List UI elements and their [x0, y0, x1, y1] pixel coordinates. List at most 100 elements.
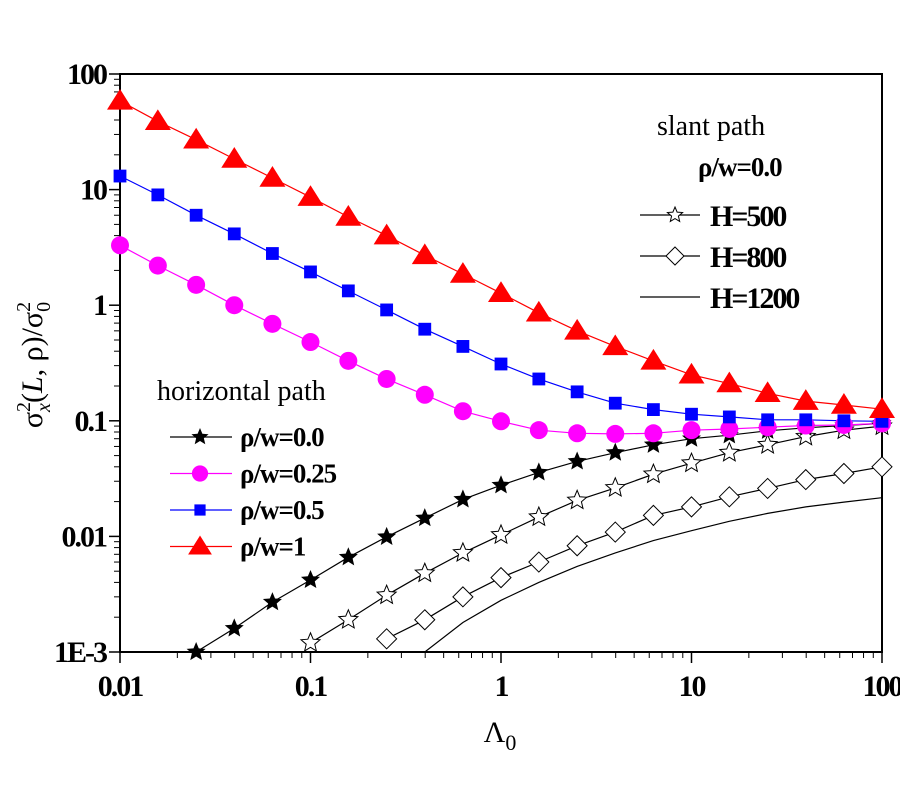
data-point — [644, 424, 663, 443]
markers-rho-w-0-25 — [111, 236, 891, 443]
legend-entry: ρ/w=0.5 — [170, 495, 325, 525]
data-point — [259, 166, 286, 187]
legend-marker — [666, 205, 684, 223]
y-tick-label: 0.01 — [62, 520, 108, 553]
data-point — [830, 393, 857, 414]
data-point — [183, 127, 210, 149]
data-point — [263, 314, 282, 333]
legend-entry: ρ/w=0.0 — [170, 422, 325, 452]
data-point — [221, 147, 248, 168]
data-point — [532, 372, 546, 386]
data-point — [494, 357, 508, 371]
data-point — [606, 424, 625, 443]
markers-h-800 — [375, 456, 893, 650]
data-point — [680, 496, 703, 518]
data-point — [186, 642, 206, 661]
data-point — [224, 618, 244, 637]
x-tick-label: 10 — [679, 670, 706, 703]
data-point — [341, 284, 355, 298]
x-tick-label: 0.01 — [98, 670, 144, 703]
svg-text:σ2x(L, ρ)/σ20: σ2x(L, ρ)/σ20 — [13, 302, 55, 428]
data-point — [756, 477, 779, 500]
data-point — [525, 300, 552, 322]
x-axis-title: Λ0 — [484, 716, 517, 755]
data-point — [566, 489, 588, 510]
data-point — [492, 412, 510, 431]
legend-label: ρ/w=1 — [240, 532, 306, 562]
data-point — [875, 414, 889, 428]
data-point — [833, 462, 855, 485]
data-point — [380, 303, 394, 317]
legend-entry: ρ/w=1 — [170, 532, 307, 562]
data-point — [643, 434, 663, 453]
data-point — [377, 369, 396, 388]
legend-label: H=800 — [710, 241, 786, 274]
data-point — [640, 348, 667, 370]
legend-marker — [188, 535, 212, 555]
legend-label: ρ/w=0.25 — [240, 459, 337, 489]
data-point — [453, 489, 473, 508]
data-point — [604, 521, 626, 543]
data-point — [570, 385, 584, 399]
data-point — [647, 403, 660, 416]
data-point — [720, 419, 739, 438]
data-point — [716, 371, 743, 393]
data-point — [304, 265, 317, 279]
data-point — [718, 486, 741, 508]
data-point — [144, 109, 171, 131]
data-point — [227, 227, 241, 241]
data-point — [151, 188, 165, 202]
y-tick-label: 100 — [67, 58, 107, 91]
series-line — [424, 497, 883, 652]
data-point — [338, 547, 358, 566]
data-point — [415, 508, 435, 527]
data-point — [491, 475, 511, 494]
data-point — [642, 462, 665, 484]
data-point — [418, 322, 432, 336]
data-point — [373, 223, 400, 245]
legend-entry: H=500 — [640, 200, 788, 233]
legend-entry: H=800 — [640, 241, 788, 274]
data-point — [449, 262, 476, 283]
data-point — [678, 362, 705, 384]
data-point — [339, 351, 358, 370]
data-point — [299, 631, 322, 652]
legend-marker — [665, 246, 685, 266]
data-point — [490, 523, 512, 545]
data-point — [452, 586, 474, 608]
legend-title: horizontal path — [157, 376, 326, 407]
data-point — [837, 414, 851, 428]
data-point — [377, 526, 397, 545]
data-point — [604, 476, 627, 497]
data-point — [795, 468, 817, 491]
data-point — [414, 561, 436, 583]
series-line — [310, 425, 883, 644]
data-point — [452, 541, 474, 563]
data-point — [682, 421, 701, 440]
legend-entry: ρ/w=0.25 — [170, 459, 338, 489]
markers-rho-w-1 — [106, 88, 896, 418]
x-tick-label: 0.1 — [295, 670, 328, 703]
data-point — [490, 566, 512, 589]
data-point — [375, 583, 398, 605]
data-point — [799, 413, 813, 427]
data-point — [564, 318, 591, 340]
data-point — [297, 185, 324, 206]
data-point — [111, 236, 129, 255]
y-tick-label: 0.1 — [75, 405, 108, 438]
data-point — [411, 243, 438, 265]
y-axis-title: σ2x(L, ρ)/σ20 — [13, 302, 55, 428]
data-point — [795, 425, 817, 446]
data-point — [225, 296, 244, 315]
series-h-500 — [310, 425, 883, 644]
data-point — [529, 421, 548, 440]
data-point — [528, 505, 550, 527]
data-point — [756, 433, 779, 454]
data-point — [453, 402, 472, 421]
data-point — [335, 205, 362, 226]
legend-label: ρ/w=0.0 — [240, 422, 324, 452]
data-point — [106, 88, 134, 110]
markers-rho-w-0-5 — [113, 169, 889, 428]
data-point — [718, 441, 741, 462]
